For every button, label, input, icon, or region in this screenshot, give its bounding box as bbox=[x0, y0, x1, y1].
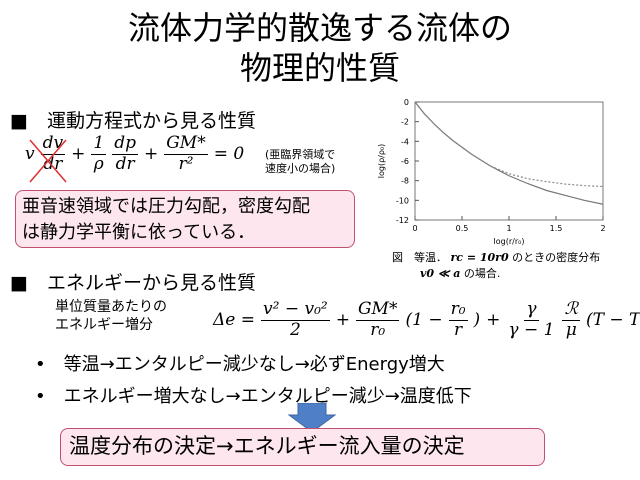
note: (亜臨界領域で 速度小の場合) bbox=[265, 148, 335, 176]
numerator: ℛ bbox=[562, 299, 581, 321]
numerator: γ bbox=[524, 299, 539, 321]
note-line: 速度小の場合) bbox=[265, 162, 336, 175]
denominator: dr bbox=[43, 153, 63, 174]
note-line: (亜臨界領域で bbox=[265, 148, 336, 161]
y-tick-label: -4 bbox=[401, 137, 409, 146]
denominator: r₀ bbox=[370, 319, 386, 340]
data-line bbox=[414, 101, 604, 188]
denominator: ρ bbox=[93, 153, 104, 174]
math-token: ) bbox=[473, 310, 481, 331]
caption-text: 等温． bbox=[414, 251, 447, 264]
bullet: • 等温→エンタルピー減少なし→必ずEnergy増大 bbox=[35, 354, 445, 375]
fraction: GM* r² bbox=[164, 133, 208, 174]
y-tick-label: 0 bbox=[404, 98, 409, 107]
title: 流体力学的散逸する流体の bbox=[127, 9, 512, 47]
numerator: 1 bbox=[91, 133, 107, 155]
y-tick-label: -10 bbox=[396, 196, 409, 205]
highlight-box: 亜音速領域では圧力勾配，密度勾配 は静力学平衡に依っている． bbox=[15, 190, 355, 248]
math-token: (1 − bbox=[405, 310, 443, 331]
fraction: dp dr bbox=[112, 133, 138, 174]
x-tick-label: 1 bbox=[506, 224, 511, 233]
x-axis-label: log(r/r₀) bbox=[494, 237, 525, 246]
math-token: + bbox=[486, 310, 501, 331]
math-token: = 0 bbox=[213, 144, 245, 165]
numerator: GM* bbox=[164, 133, 208, 155]
denominator: μ bbox=[565, 319, 577, 340]
numerator: r₀ bbox=[448, 299, 468, 321]
y-tick-label: -6 bbox=[401, 157, 409, 166]
denominator: 2 bbox=[289, 319, 301, 340]
caption-math: rc = 10r0 bbox=[450, 251, 509, 264]
numerator: dv bbox=[40, 133, 66, 155]
fraction: r₀ r bbox=[448, 299, 468, 340]
bullet: • エネルギー増大なし→エンタルピー減少→温度低下 bbox=[35, 386, 472, 407]
denominator: r bbox=[453, 319, 463, 340]
fraction: dv dr bbox=[40, 133, 66, 174]
caption: 図 等温． rc = 10r0 のときの密度分布 v0 ≪ a の場合. bbox=[392, 250, 600, 282]
box-line: は静力学平衡に依っている． bbox=[22, 222, 256, 243]
heading: ■ エネルギーから見る性質 bbox=[10, 272, 256, 294]
denominator: γ − 1 bbox=[508, 319, 555, 340]
conclusion-box: 温度分布の決定→エネルギー流入量の決定 bbox=[60, 428, 545, 466]
denominator: r² bbox=[178, 153, 194, 174]
plot-frame bbox=[414, 101, 604, 221]
fraction: GM* r₀ bbox=[355, 299, 400, 340]
numerator: dp bbox=[112, 133, 138, 155]
x-tick-label: 2 bbox=[600, 224, 605, 233]
label-line: エネルギー増分 bbox=[55, 317, 153, 333]
math-token: + bbox=[143, 144, 159, 165]
x-tick-label: 0 bbox=[412, 224, 417, 233]
y-tick-label: -12 bbox=[396, 216, 409, 225]
heading: ■ 運動方程式から見る性質 bbox=[10, 110, 256, 132]
caption-text: のときの密度分布 bbox=[512, 251, 601, 264]
denominator: dr bbox=[115, 153, 135, 174]
y-axis-label: log(ρ/ρ₀) bbox=[377, 144, 386, 179]
equation: v dv dr +1 ρ dp dr + GM* r² = 0 bbox=[22, 133, 247, 174]
math-token: Δe = bbox=[213, 310, 255, 331]
math-token: v bbox=[25, 144, 35, 165]
chart: 0-2-4-6-8-10-120 0.5 1 1.5 2log(r/r₀)log(ρ/ρ… bbox=[377, 98, 606, 246]
numerator: v² − v₀² bbox=[261, 299, 330, 321]
caption-text: の場合. bbox=[463, 267, 501, 280]
math-token: + bbox=[335, 310, 350, 331]
down-arrow bbox=[288, 403, 336, 433]
box-line: 亜音速領域では圧力勾配，密度勾配 bbox=[22, 196, 310, 217]
numerator: GM* bbox=[355, 299, 400, 321]
cross-out bbox=[29, 139, 67, 183]
math-token: (T − T₀) bbox=[586, 310, 640, 331]
x-tick-label: 1.5 bbox=[550, 224, 563, 233]
y-tick-label: -2 bbox=[401, 118, 409, 127]
y-tick-label: -8 bbox=[401, 177, 409, 186]
math-token: + bbox=[71, 144, 86, 165]
caption-text: 図 bbox=[392, 251, 403, 264]
label-line: 単位質量あたりの bbox=[55, 299, 167, 315]
data-line bbox=[414, 101, 604, 205]
x-tick-label: 0.5 bbox=[456, 224, 469, 233]
title: 物理的性質 bbox=[239, 49, 400, 87]
fraction: v² − v₀² 2 bbox=[261, 299, 330, 340]
label: 単位質量あたりの エネルギー増分 bbox=[55, 298, 167, 334]
caption-math: v0 ≪ a bbox=[420, 267, 461, 280]
